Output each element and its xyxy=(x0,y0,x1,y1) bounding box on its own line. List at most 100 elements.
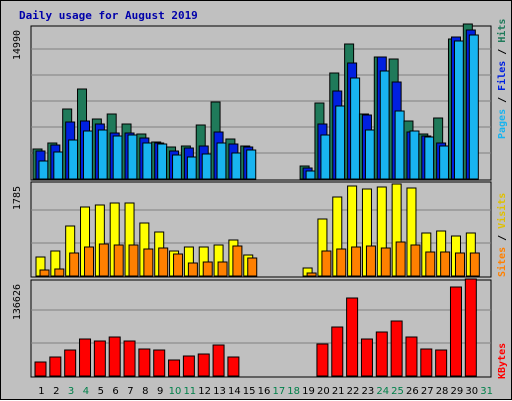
x-tick-label: 23 xyxy=(362,386,375,397)
bar-kbytes xyxy=(420,348,433,377)
x-tick-label: 13 xyxy=(213,386,226,397)
bar-sites xyxy=(365,245,376,277)
bar-kbytes xyxy=(375,331,388,377)
bar-pages xyxy=(127,134,138,180)
bar-sites xyxy=(410,244,421,277)
bar-pages xyxy=(186,156,197,180)
x-tick-label: 30 xyxy=(465,386,478,397)
bar-pages xyxy=(97,129,108,180)
bar-sites xyxy=(202,261,213,277)
bar-kbytes xyxy=(360,338,373,377)
bar-sites xyxy=(321,250,332,277)
bar-sites xyxy=(217,261,228,277)
bar-kbytes xyxy=(346,297,359,377)
bar-pages xyxy=(468,34,479,180)
x-tick-label: 7 xyxy=(127,386,133,397)
x-tick-label: 15 xyxy=(243,386,256,397)
bar-pages xyxy=(335,105,346,180)
bar-pages xyxy=(142,142,153,180)
bar-kbytes xyxy=(405,336,418,377)
bar-kbytes xyxy=(108,336,121,377)
bar-sites xyxy=(143,248,154,277)
bar-sites xyxy=(39,269,50,277)
bar-sites xyxy=(336,248,347,277)
legend-entry: Files xyxy=(496,61,508,91)
bar-kbytes xyxy=(316,343,329,377)
bar-sites xyxy=(425,251,436,277)
bar-sites xyxy=(84,246,95,277)
legend-entry: Pages xyxy=(497,109,508,139)
legend-entry: / xyxy=(497,91,508,109)
legend-entry: Hits xyxy=(496,19,508,43)
x-tick-label: 9 xyxy=(157,386,163,397)
bar-sites xyxy=(98,243,109,277)
x-tick-label: 2 xyxy=(53,386,59,397)
bar-sites xyxy=(306,272,317,277)
bar-sites xyxy=(54,268,65,277)
bar-pages xyxy=(364,129,375,180)
x-tick-label: 8 xyxy=(142,386,148,397)
x-tick-label: 10 xyxy=(169,386,182,397)
bar-kbytes xyxy=(464,278,477,377)
x-tick-label: 21 xyxy=(332,386,345,397)
bar-kbytes xyxy=(390,320,403,377)
bar-kbytes xyxy=(34,361,47,377)
bar-sites xyxy=(128,244,139,277)
bar-kbytes xyxy=(212,344,225,377)
bar-kbytes xyxy=(227,356,240,377)
bar-pages xyxy=(305,170,316,180)
bar-sites xyxy=(380,247,391,277)
axis-max-label: 1785 xyxy=(12,186,23,210)
bar-pages xyxy=(157,143,168,180)
bar-pages xyxy=(394,110,405,180)
chart-title: Daily usage for August 2019 xyxy=(19,9,198,22)
legend-entry: / xyxy=(497,229,508,247)
bar-kbytes xyxy=(123,340,136,377)
x-tick-label: 31 xyxy=(480,386,493,397)
bar-kbytes xyxy=(197,353,210,377)
legend-entry: KBytes xyxy=(497,343,508,379)
bar-sites xyxy=(232,245,243,277)
series-legend-panel3: KBytes xyxy=(497,343,508,379)
legend-entry: Visits xyxy=(496,193,508,229)
bar-sites xyxy=(454,252,465,277)
bar-kbytes xyxy=(449,286,462,377)
axis-max-label: 14990 xyxy=(12,30,23,60)
bar-pages xyxy=(201,153,212,180)
x-tick-label: 22 xyxy=(347,386,360,397)
x-tick-label: 27 xyxy=(421,386,434,397)
bar-sites xyxy=(173,253,184,277)
x-tick-label: 4 xyxy=(83,386,89,397)
bar-kbytes xyxy=(153,349,166,377)
x-tick-label: 1 xyxy=(38,386,44,397)
x-tick-label: 25 xyxy=(391,386,404,397)
bar-kbytes xyxy=(168,359,181,377)
x-tick-label: 19 xyxy=(302,386,315,397)
x-tick-label: 12 xyxy=(198,386,211,397)
bar-pages xyxy=(424,136,435,180)
bar-pages xyxy=(83,130,94,180)
x-tick-label: 26 xyxy=(406,386,419,397)
bar-sites xyxy=(469,252,480,277)
bar-pages xyxy=(453,40,464,180)
x-tick-label: 5 xyxy=(98,386,104,397)
series-legend-panel2: Sites / Visits xyxy=(496,193,508,277)
bar-pages xyxy=(53,151,64,180)
bar-sites xyxy=(351,246,362,277)
bar-sites xyxy=(158,247,169,277)
x-tick-label: 6 xyxy=(112,386,118,397)
bar-kbytes xyxy=(93,340,106,377)
x-tick-label: 28 xyxy=(436,386,449,397)
bar-pages xyxy=(216,142,227,180)
x-tick-label: 17 xyxy=(272,386,285,397)
bar-sites xyxy=(395,241,406,277)
x-tick-label: 3 xyxy=(68,386,74,397)
bar-kbytes xyxy=(49,356,62,377)
x-tick-label: 16 xyxy=(258,386,271,397)
x-tick-label: 18 xyxy=(287,386,300,397)
bar-pages xyxy=(68,139,79,180)
bar-pages xyxy=(379,70,390,180)
bar-kbytes xyxy=(79,338,92,377)
